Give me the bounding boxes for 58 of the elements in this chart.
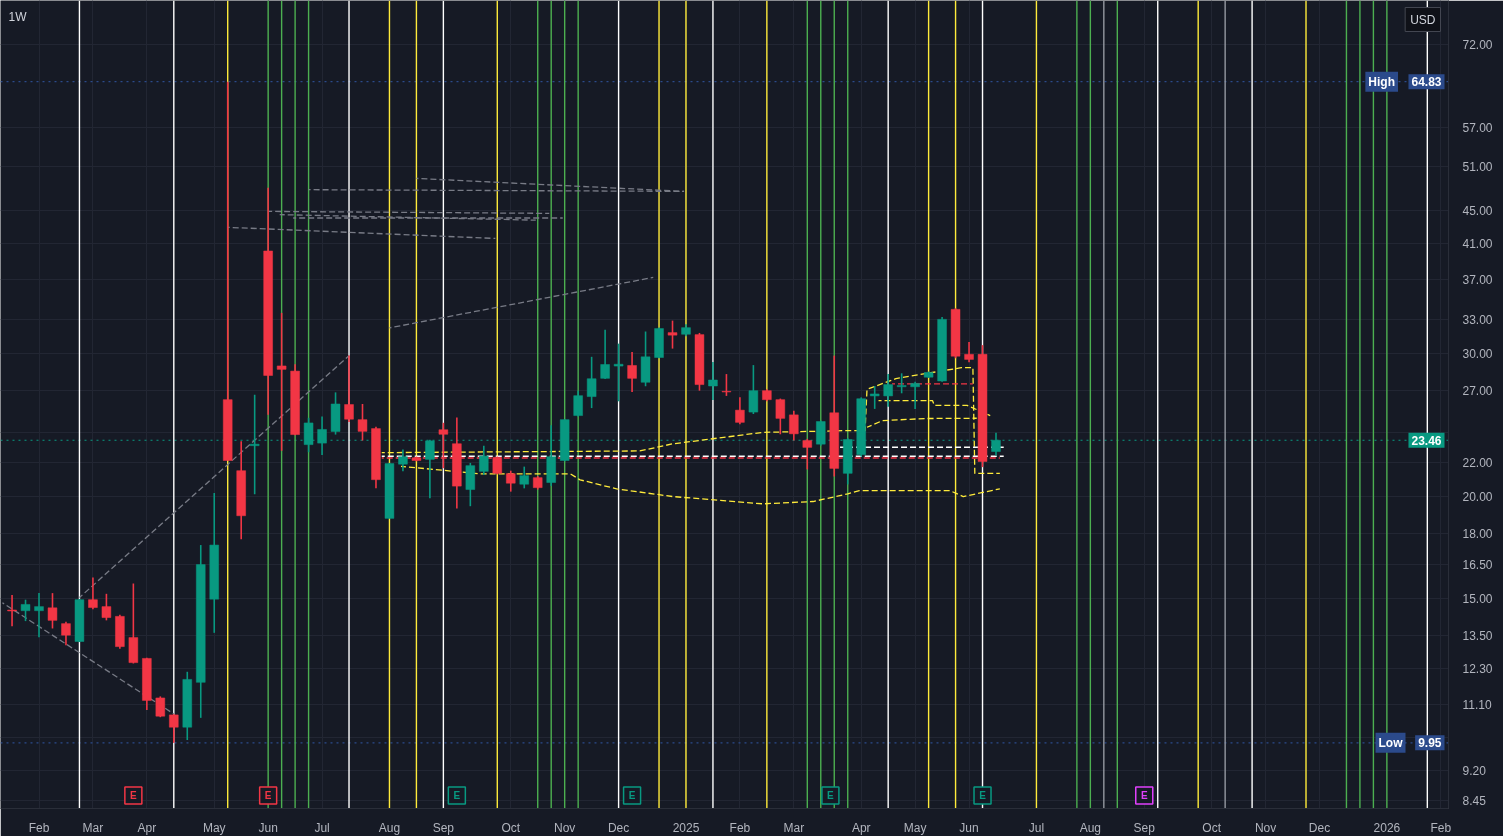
x-tick-label: 2026: [1373, 820, 1401, 835]
data-label: E: [979, 790, 987, 801]
x-tick-label: May: [903, 820, 927, 835]
ref-line-label: Low: [1378, 735, 1404, 750]
x-tick-label: Jul: [314, 820, 330, 835]
y-tick-label: 27.00: [1462, 384, 1493, 399]
y-tick-label: 45.00: [1462, 203, 1493, 218]
y-tick-label: 16.50: [1462, 557, 1493, 572]
y-tick-label: 30.00: [1462, 347, 1493, 361]
y-tick-label: 13.50: [1462, 628, 1493, 643]
y-tick-label: 57.00: [1462, 120, 1493, 135]
x-tick-label: 2025: [672, 820, 700, 835]
data-label: E: [130, 790, 138, 801]
ref-line-label: High: [1368, 74, 1396, 89]
x-tick-label: Feb: [729, 820, 751, 835]
x-tick-label: Apr: [851, 820, 871, 835]
x-tick-label: Dec: [607, 820, 630, 835]
data-label: E: [453, 790, 461, 801]
y-tick-label: 18.00: [1462, 527, 1493, 542]
y-tick-label: 15.00: [1462, 591, 1493, 606]
annotation: 23.46: [1411, 433, 1442, 448]
x-tick-label: May: [202, 820, 226, 835]
data-label: E: [1140, 790, 1148, 801]
y-tick-label: 41.00: [1462, 236, 1493, 251]
data-label: E: [827, 790, 835, 801]
y-tick-label: 37.00: [1462, 273, 1493, 288]
x-tick-label: Dec: [1308, 820, 1331, 835]
x-tick-label: Nov: [1254, 820, 1277, 835]
y-tick-label: 51.00: [1462, 159, 1493, 174]
y-tick-label: 12.30: [1462, 661, 1493, 676]
x-tick-label: Sep: [1133, 820, 1156, 835]
x-tick-label: Sep: [432, 820, 455, 835]
x-tick-label: Jun: [959, 820, 979, 835]
y-tick-label: 11.10: [1462, 697, 1492, 712]
x-tick-label: Feb: [1430, 820, 1452, 835]
annotation: 9.95: [1418, 736, 1442, 751]
x-tick-label: Apr: [137, 820, 157, 835]
x-tick-label: Feb: [28, 820, 50, 835]
data-label: E: [264, 790, 272, 801]
x-tick-label: Mar: [82, 820, 104, 835]
x-tick-label: Aug: [378, 820, 401, 835]
y-tick-label: 8.45: [1462, 793, 1487, 808]
y-tick-label: 9.20: [1462, 763, 1487, 778]
y-axis-title: USD: [1410, 12, 1436, 27]
y-tick-label: 20.00: [1462, 490, 1493, 505]
y-tick-label: 72.00: [1462, 38, 1493, 53]
y-tick-label: 33.00: [1462, 313, 1493, 328]
x-tick-label: Mar: [783, 820, 805, 835]
text: 1W: [8, 9, 28, 24]
x-tick-label: Oct: [1202, 820, 1222, 835]
annotation: 64.83: [1411, 75, 1442, 90]
x-tick-label: Jun: [258, 820, 278, 835]
x-tick-label: Oct: [501, 820, 521, 835]
y-tick-label: 22.00: [1462, 456, 1493, 471]
x-tick-label: Aug: [1079, 820, 1102, 835]
x-tick-label: Jul: [1028, 820, 1045, 835]
x-tick-label: Nov: [554, 820, 576, 835]
data-label: E: [628, 790, 636, 801]
